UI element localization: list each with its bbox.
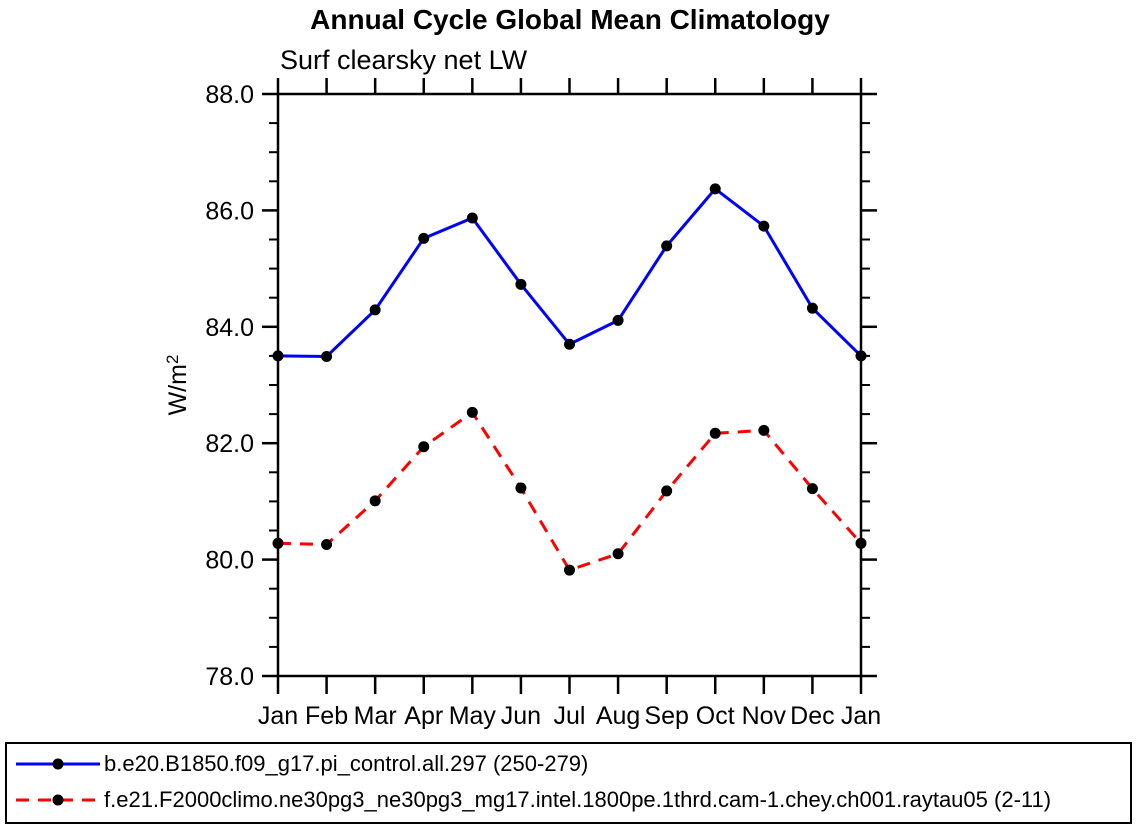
series-1-marker — [564, 338, 575, 350]
series-1-marker — [806, 302, 818, 314]
series-1-marker — [466, 212, 478, 224]
y-tick-label: 82.0 — [205, 430, 254, 458]
y-tick-label: 78.0 — [205, 663, 254, 691]
chart-subtitle: Surf clearsky net LW — [280, 45, 528, 75]
series-2-marker — [709, 427, 721, 439]
series-2-marker — [321, 538, 333, 550]
series-line-2 — [277, 410, 863, 572]
legend-label-series-2: f.e21.F2000climo.ne30pg3_ne30pg3_mg17.in… — [104, 787, 1052, 812]
x-tick-label: Jan — [841, 702, 881, 730]
series-1-marker — [321, 350, 333, 362]
series-1-marker — [612, 314, 624, 326]
x-tick-label: Dec — [790, 702, 834, 730]
x-tick-label: Jun — [501, 702, 541, 730]
legend-row-series-1: b.e20.B1850.f09_g17.pi_control.all.297 (… — [7, 746, 1130, 782]
series-2-marker — [515, 482, 527, 494]
y-tick-label: 86.0 — [205, 197, 254, 225]
legend-marker-sample — [52, 794, 64, 806]
x-tick-label: Apr — [404, 702, 443, 730]
x-tick-label: Oct — [696, 702, 735, 730]
y-tick-label: 88.0 — [205, 81, 254, 109]
series-1-marker — [418, 232, 430, 244]
chart-title: Annual Cycle Global Mean Climatology — [310, 4, 830, 35]
x-tick-label: Aug — [596, 702, 640, 730]
x-tick-label: Jul — [554, 702, 586, 730]
series-line-1 — [277, 186, 863, 358]
series-2-marker — [272, 537, 284, 549]
legend-row-series-2: f.e21.F2000climo.ne30pg3_ne30pg3_mg17.in… — [7, 782, 1130, 818]
series-2-marker — [418, 441, 430, 453]
legend-box: b.e20.B1850.f09_g17.pi_control.all.297 (… — [5, 742, 1132, 824]
series-1-marker — [709, 183, 721, 195]
series-2-marker — [806, 483, 818, 495]
x-tick-label: May — [449, 702, 497, 730]
x-tick-label: Sep — [644, 702, 688, 730]
series-2-marker — [855, 537, 867, 549]
series-1-marker — [272, 350, 284, 362]
legend-swatch-blue-solid-line — [16, 758, 100, 770]
y-tick-label: 84.0 — [205, 314, 254, 342]
x-tick-label: Mar — [354, 702, 397, 730]
series-1-marker — [855, 350, 867, 362]
series-2-marker — [369, 495, 381, 507]
series-1-marker — [661, 240, 673, 252]
y-tick-label: 80.0 — [205, 547, 254, 575]
series-1-marker — [515, 278, 527, 290]
x-tick-label: Jan — [258, 702, 298, 730]
series-2-marker — [466, 406, 478, 418]
legend-swatch-red-dashed-line — [16, 794, 100, 806]
x-tick-label: Feb — [305, 702, 348, 730]
series-2-marker — [758, 424, 770, 436]
series-2-marker — [564, 564, 575, 576]
legend-marker-sample — [52, 758, 64, 770]
series-1-marker — [758, 220, 770, 232]
x-tick-label: Nov — [742, 702, 787, 730]
series-2-marker — [661, 485, 673, 497]
series-1-marker — [369, 304, 381, 316]
series-2-marker — [612, 548, 624, 560]
legend-label-series-1: b.e20.B1850.f09_g17.pi_control.all.297 (… — [104, 751, 589, 776]
